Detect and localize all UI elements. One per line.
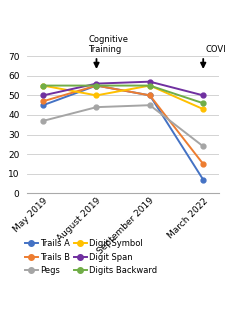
Legend: Trails A, Trails B, Pegs, Digit Symbol, Digit Span, Digits Backward: Trails A, Trails B, Pegs, Digit Symbol, … [22, 236, 160, 278]
Text: Cognitive
Training: Cognitive Training [88, 35, 128, 54]
Text: COVID: COVID [205, 45, 225, 54]
